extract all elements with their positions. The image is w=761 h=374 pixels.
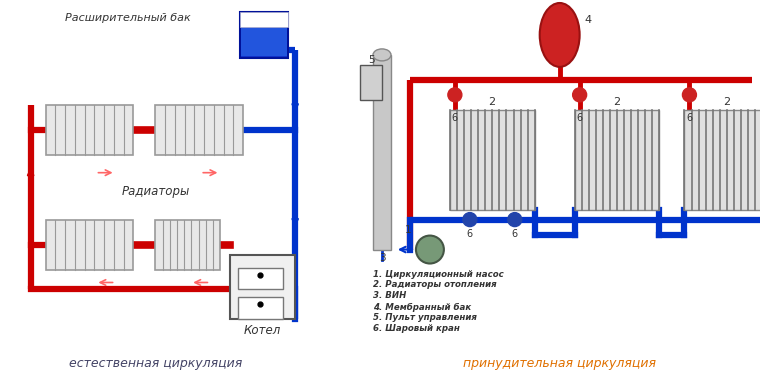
Text: принудительная циркуляция: принудительная циркуляция <box>463 357 656 370</box>
Text: 6: 6 <box>686 113 693 123</box>
Circle shape <box>416 236 444 264</box>
Text: 2: 2 <box>723 97 730 107</box>
Bar <box>155 105 244 155</box>
Text: 6. Шаровый кран: 6. Шаровый кран <box>373 324 460 333</box>
Circle shape <box>683 88 696 102</box>
Text: 3. ВИН: 3. ВИН <box>373 291 406 300</box>
Bar <box>373 55 391 249</box>
Bar <box>450 110 535 209</box>
Bar <box>240 12 288 58</box>
Text: Радиаторы: Радиаторы <box>121 185 189 198</box>
Bar <box>155 220 220 270</box>
Text: 6: 6 <box>577 113 583 123</box>
Circle shape <box>508 212 522 227</box>
Circle shape <box>572 88 587 102</box>
Bar <box>238 267 283 289</box>
Text: 1. Циркуляционный насос: 1. Циркуляционный насос <box>373 270 504 279</box>
Bar <box>241 26 287 56</box>
Text: 2: 2 <box>613 97 620 107</box>
Bar <box>360 65 382 100</box>
Text: 2. Радиаторы отопления: 2. Радиаторы отопления <box>373 280 497 289</box>
Text: 4. Мембранный бак: 4. Мембранный бак <box>373 303 471 312</box>
Text: 6: 6 <box>466 229 473 239</box>
Text: естественная циркуляция: естественная циркуляция <box>68 357 242 370</box>
Text: 5: 5 <box>368 55 374 65</box>
Bar <box>46 105 133 155</box>
Text: 3: 3 <box>379 252 385 263</box>
Bar <box>240 12 288 27</box>
Bar <box>684 110 761 209</box>
Text: 2: 2 <box>489 97 495 107</box>
Ellipse shape <box>373 49 391 61</box>
Text: 6: 6 <box>511 229 517 239</box>
Text: Расширительный бак: Расширительный бак <box>65 13 190 23</box>
Bar <box>231 255 295 319</box>
Text: Котел: Котел <box>244 324 281 337</box>
Circle shape <box>463 212 477 227</box>
Ellipse shape <box>540 3 580 67</box>
Bar <box>238 297 283 319</box>
Text: 5. Пульт управления: 5. Пульт управления <box>373 313 477 322</box>
Text: 1: 1 <box>405 224 411 234</box>
Bar <box>575 110 660 209</box>
Circle shape <box>448 88 462 102</box>
Bar <box>46 220 133 270</box>
Text: 6: 6 <box>452 113 458 123</box>
Text: 4: 4 <box>584 15 591 25</box>
